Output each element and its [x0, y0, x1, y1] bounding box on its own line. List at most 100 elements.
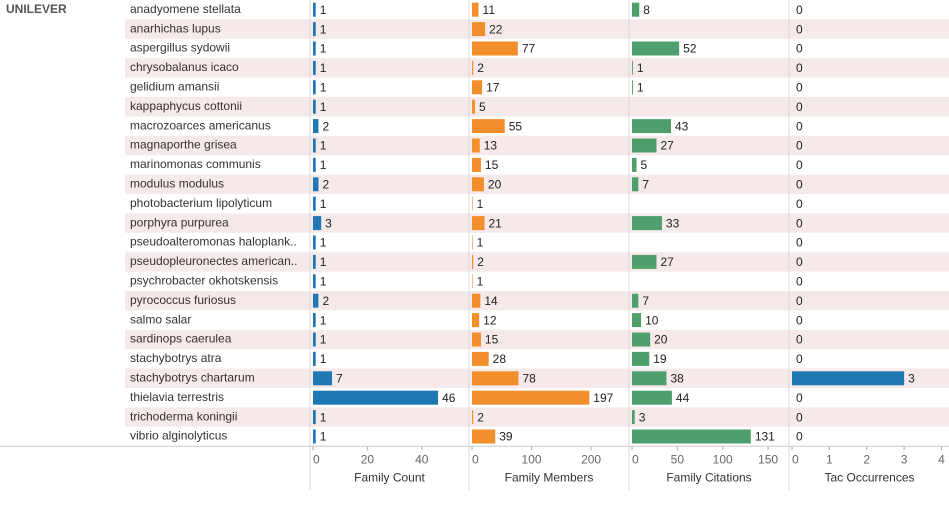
value-label: 0: [796, 61, 803, 75]
x-tick-label: 4: [938, 452, 945, 466]
bar: [472, 332, 481, 347]
value-label: 1: [320, 197, 327, 211]
category-label: trichoderma koningii: [130, 409, 237, 423]
value-label: 77: [522, 42, 536, 56]
bar: [472, 371, 519, 386]
value-label: 3: [908, 371, 915, 385]
bar: [632, 254, 657, 269]
value-label: 1: [320, 61, 327, 75]
category-label: pyrococcus furiosus: [130, 293, 236, 307]
value-label: 20: [488, 177, 502, 191]
value-label: 2: [477, 255, 484, 269]
bar: [632, 429, 751, 444]
bar: [632, 157, 637, 172]
bar: [313, 216, 322, 231]
x-tick-label: 0: [792, 452, 799, 466]
bar: [632, 351, 650, 366]
bar: [313, 313, 316, 328]
category-label: pseudoalteromonas haloplank..: [130, 235, 297, 249]
value-label: 1: [320, 158, 327, 172]
value-label: 1: [320, 333, 327, 347]
x-tick-label: 0: [313, 452, 320, 466]
value-label: 2: [477, 410, 484, 424]
category-label: thielavia terrestris: [130, 390, 224, 404]
x-tick-label: 0: [472, 452, 479, 466]
category-label: salmo salar: [130, 312, 191, 326]
bar: [313, 2, 316, 17]
axis-title: Family Members: [505, 470, 594, 484]
value-label: 5: [479, 100, 486, 114]
value-label: 1: [320, 352, 327, 366]
value-label: 0: [796, 197, 803, 211]
bar: [472, 196, 473, 211]
bar: [313, 254, 316, 269]
bar: [632, 177, 639, 192]
bar: [632, 2, 640, 17]
value-label: 52: [683, 42, 697, 56]
category-label: psychrobacter okhotskensis: [130, 273, 278, 287]
value-label: 1: [320, 100, 327, 114]
category-label: marinomonas communis: [130, 157, 261, 171]
bar: [313, 410, 316, 425]
category-label: stachybotrys chartarum: [130, 370, 255, 384]
bar: [472, 410, 474, 425]
value-label: 0: [796, 119, 803, 133]
value-label: 46: [442, 391, 456, 405]
value-label: 0: [796, 139, 803, 153]
bar: [313, 119, 319, 134]
value-label: 10: [645, 313, 659, 327]
bar: [632, 332, 651, 347]
bar: [472, 138, 480, 153]
value-label: 22: [489, 22, 503, 36]
category-label: porphyra purpurea: [130, 215, 229, 229]
bar: [313, 429, 316, 444]
value-label: 0: [796, 410, 803, 424]
value-label: 0: [796, 100, 803, 114]
bar: [792, 371, 905, 386]
bar: [632, 216, 662, 231]
value-label: 1: [320, 313, 327, 327]
value-label: 0: [796, 158, 803, 172]
value-label: 15: [485, 158, 499, 172]
value-label: 0: [796, 3, 803, 17]
value-label: 0: [796, 313, 803, 327]
value-label: 1: [477, 274, 484, 288]
row-header: UNILEVER: [6, 2, 67, 16]
bar: [313, 138, 316, 153]
value-label: 1: [320, 3, 327, 17]
bar: [313, 60, 316, 75]
value-label: 0: [796, 391, 803, 405]
value-label: 28: [493, 352, 507, 366]
value-label: 3: [639, 410, 646, 424]
category-label: chrysobalanus icaco: [130, 60, 239, 74]
row-band: [125, 252, 949, 272]
value-label: 27: [660, 139, 674, 153]
category-label: modulus modulus: [130, 176, 224, 190]
value-label: 0: [796, 352, 803, 366]
bar: [632, 313, 642, 328]
value-label: 12: [483, 313, 497, 327]
value-label: 39: [499, 430, 513, 444]
bar: [472, 216, 485, 231]
value-label: 0: [796, 430, 803, 444]
value-label: 0: [796, 177, 803, 191]
x-tick-label: 20: [361, 452, 375, 466]
value-label: 0: [796, 255, 803, 269]
value-label: 11: [483, 3, 496, 17]
value-label: 21: [489, 216, 503, 230]
value-label: 1: [320, 80, 327, 94]
row-band: [125, 58, 949, 78]
bar: [632, 293, 639, 308]
category-label: pseudopleuronectes american..: [130, 254, 297, 268]
value-label: 38: [670, 371, 684, 385]
bar: [472, 177, 484, 192]
bar: [313, 274, 316, 289]
value-label: 1: [320, 236, 327, 250]
row-band: [125, 97, 949, 117]
bar: [313, 196, 316, 211]
value-label: 1: [320, 139, 327, 153]
bar: [632, 41, 680, 56]
bar: [472, 80, 483, 95]
bar: [313, 22, 316, 37]
